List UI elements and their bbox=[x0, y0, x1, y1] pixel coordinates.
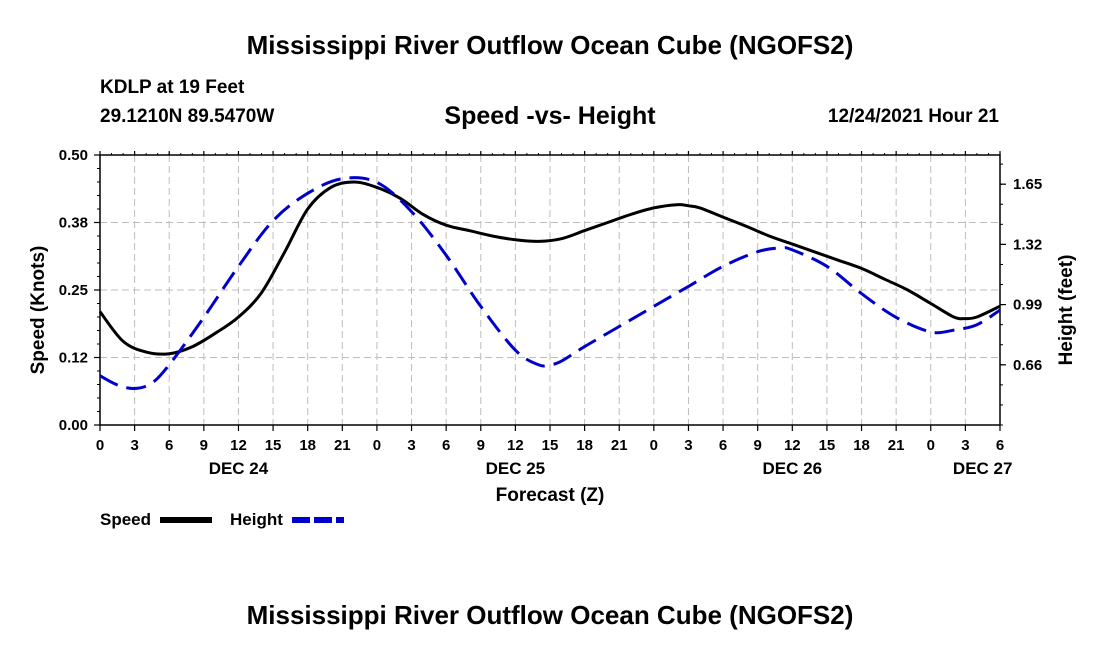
x-tick-label: 6 bbox=[719, 437, 727, 454]
forecast-timestamp: 12/24/2021 Hour 21 bbox=[827, 106, 999, 127]
y-tick-label: 0.38 bbox=[59, 215, 88, 232]
x-tick-label: 21 bbox=[334, 437, 351, 454]
x-tick-label: 6 bbox=[996, 437, 1004, 454]
axis-ticks bbox=[94, 151, 1006, 431]
x-tick-label: 12 bbox=[230, 437, 247, 454]
x-tick-label: 6 bbox=[165, 437, 173, 454]
x-tick-label: 15 bbox=[265, 437, 282, 454]
x-tick-label: 18 bbox=[853, 437, 870, 454]
x-tick-label: 3 bbox=[961, 437, 969, 454]
x-tick-label: 0 bbox=[373, 437, 381, 454]
legend: Speed Height bbox=[100, 510, 344, 529]
grid bbox=[100, 155, 1000, 425]
series-line-height bbox=[99, 176, 1001, 391]
date-label: DEC 26 bbox=[763, 459, 823, 478]
x-tick-label: 15 bbox=[542, 437, 559, 454]
date-label: DEC 24 bbox=[209, 459, 269, 478]
series-line-speed bbox=[98, 180, 1001, 356]
x-tick-label: 0 bbox=[96, 437, 104, 454]
legend-label-height: Height bbox=[230, 510, 283, 529]
x-axis-title: Forecast (Z) bbox=[496, 485, 605, 506]
x-tick-label: 21 bbox=[611, 437, 628, 454]
x-tick-label: 18 bbox=[299, 437, 316, 454]
x-tick-label: 9 bbox=[200, 437, 208, 454]
x-tick-label: 9 bbox=[754, 437, 762, 454]
y2-tick-label: 0.99 bbox=[1013, 297, 1042, 314]
series-lines bbox=[98, 176, 1001, 391]
date-label: DEC 25 bbox=[486, 459, 546, 478]
axis-labels: 0 3 6 9 12 15 18 21 0 3 6 9 12 15 18 21 0 3 6 9 12 15 18 21 0 3 6 D… bbox=[28, 147, 1077, 506]
chart-subtitle: Speed -vs- Height bbox=[444, 102, 656, 130]
y-tick-label: 0.50 bbox=[59, 147, 88, 164]
x-tick-label: 3 bbox=[130, 437, 138, 454]
legend-label-speed: Speed bbox=[100, 510, 151, 529]
location-label: 29.1210N 89.5470W bbox=[100, 106, 275, 127]
x-tick-label: 12 bbox=[784, 437, 801, 454]
station-label: KDLP at 19 Feet bbox=[100, 77, 245, 98]
y-tick-label: 0.12 bbox=[59, 350, 88, 367]
y2-tick-label: 1.65 bbox=[1013, 176, 1042, 193]
x-tick-label: 0 bbox=[650, 437, 658, 454]
y-axis-title: Speed (Knots) bbox=[28, 246, 49, 375]
x-tick-label: 3 bbox=[684, 437, 692, 454]
y-tick-label: 0.00 bbox=[59, 417, 88, 434]
y2-tick-label: 0.66 bbox=[1013, 357, 1042, 374]
x-tick-label: 9 bbox=[477, 437, 485, 454]
page-title-bottom: Mississippi River Outflow Ocean Cube (NG… bbox=[246, 600, 854, 630]
x-tick-label: 18 bbox=[576, 437, 593, 454]
page-title: Mississippi River Outflow Ocean Cube (NG… bbox=[246, 30, 854, 60]
y-tick-label: 0.25 bbox=[59, 282, 88, 299]
x-tick-label: 6 bbox=[442, 437, 450, 454]
y2-tick-label: 1.32 bbox=[1013, 236, 1042, 253]
x-tick-label: 0 bbox=[927, 437, 935, 454]
x-tick-label: 21 bbox=[888, 437, 905, 454]
x-tick-label: 15 bbox=[819, 437, 836, 454]
y2-axis-title: Height (feet) bbox=[1056, 255, 1077, 366]
x-tick-label: 3 bbox=[407, 437, 415, 454]
date-label: DEC 27 bbox=[953, 459, 1013, 478]
x-tick-label: 12 bbox=[507, 437, 524, 454]
